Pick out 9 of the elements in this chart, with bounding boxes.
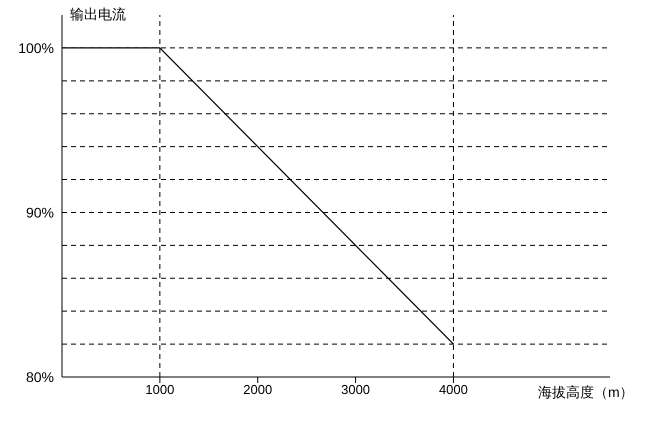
y-axis-title: 输出电流 — [70, 6, 126, 24]
x-tick-label: 3000 — [341, 382, 370, 398]
x-tick-label: 1000 — [145, 382, 174, 398]
x-tick-label: 4000 — [438, 382, 468, 398]
y-tick-label: 90% — [26, 204, 54, 220]
x-axis-title: 海拔高度（m） — [538, 384, 634, 402]
y-tick-label: 80% — [26, 368, 54, 385]
x-tick-label: 2000 — [243, 382, 272, 398]
y-tick-label: 100% — [18, 40, 54, 56]
